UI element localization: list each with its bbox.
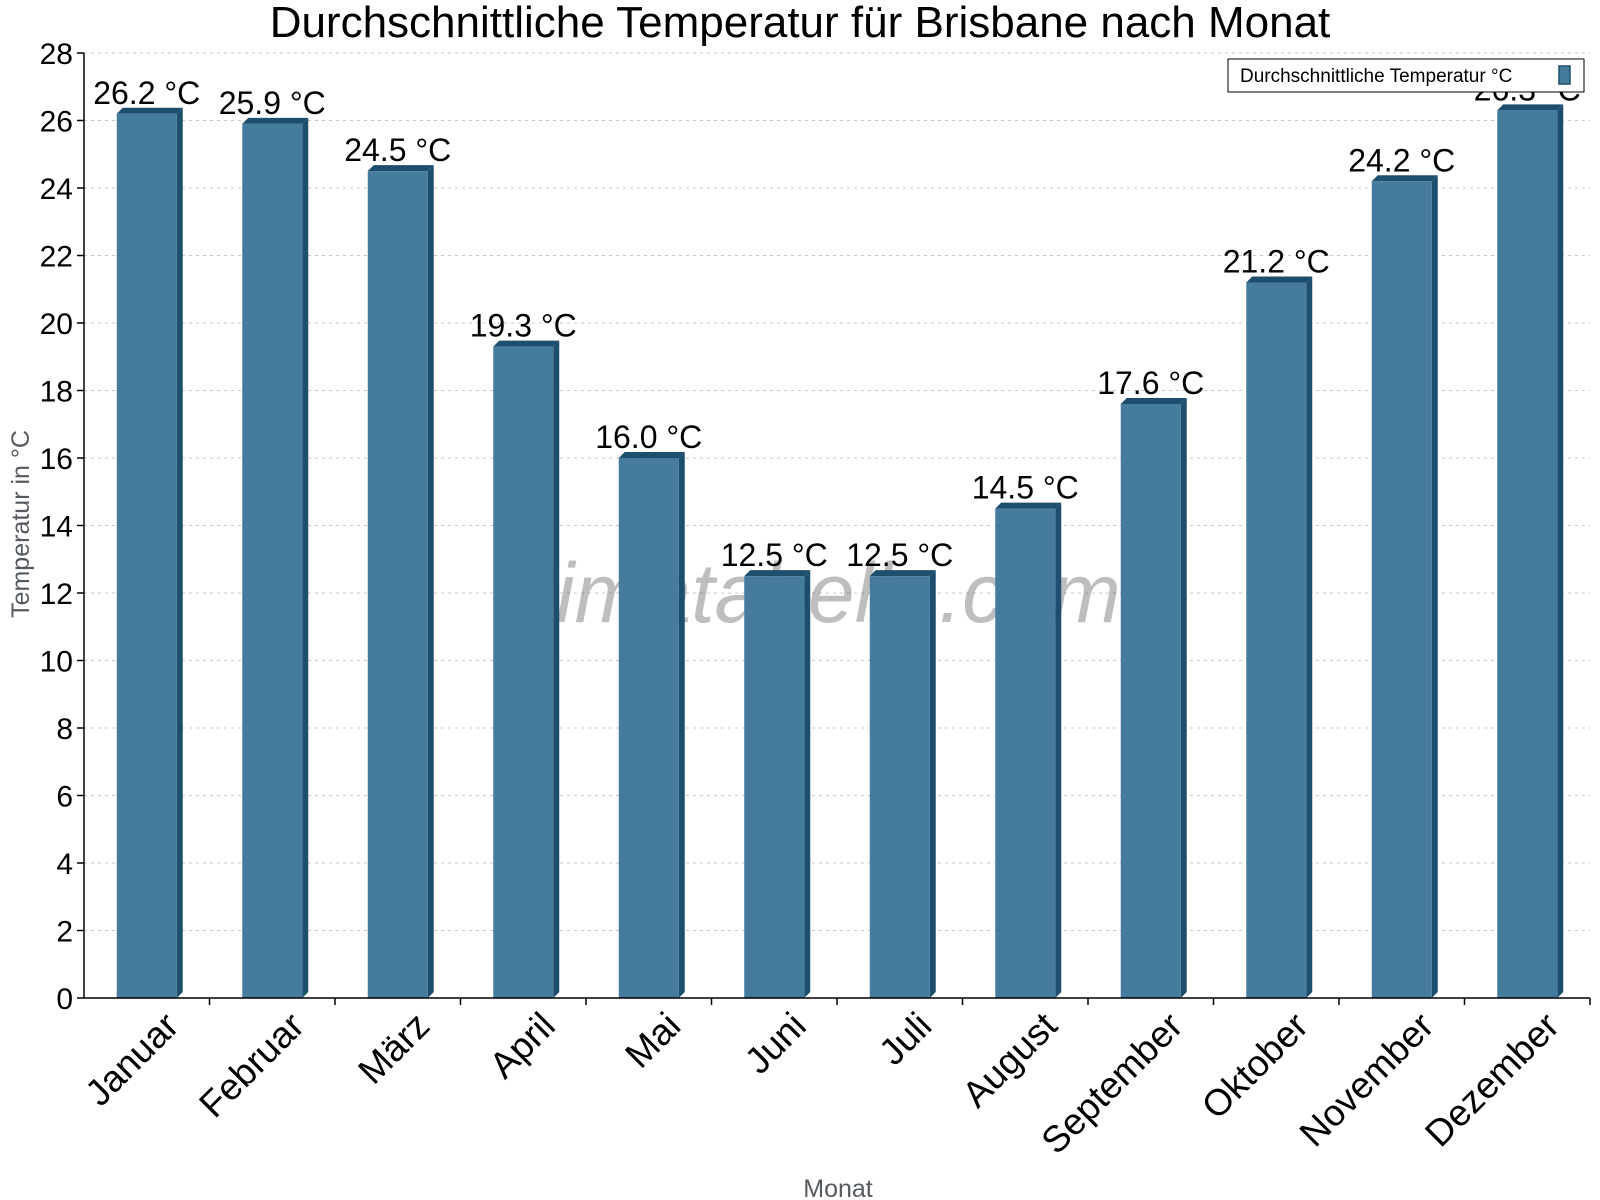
bars — [116, 104, 1564, 998]
y-tick-label: 12 — [40, 578, 73, 611]
bar-8 — [995, 502, 1062, 998]
bar-side-face — [1306, 276, 1313, 998]
bar-top-face — [995, 502, 1062, 509]
bar-side-face — [176, 107, 183, 998]
y-tick-label: 26 — [40, 106, 73, 139]
y-tick-label: 4 — [56, 848, 73, 881]
bar-1 — [116, 107, 183, 998]
x-ticks: Januar Februar März April Mai Juni Juli AugustS… — [77, 998, 1591, 1162]
x-tick-label: November — [1292, 1005, 1442, 1155]
bar-3 — [367, 165, 434, 998]
y-tick-label: 0 — [56, 983, 73, 1016]
bar-side-face — [427, 165, 434, 998]
x-tick-label: Februar — [191, 1005, 312, 1126]
x-tick-label: April — [482, 1005, 563, 1086]
grid-lines — [84, 52, 1590, 931]
bar-top-face — [618, 452, 685, 458]
x-axis-label: Monat — [803, 1175, 873, 1200]
data-label: 16.0 °C — [595, 419, 702, 455]
bar-top-face — [493, 340, 560, 347]
bar-side-face — [1180, 398, 1187, 998]
bar-front-face — [493, 346, 554, 998]
legend: Durchschnittliche Temperatur °C — [1227, 58, 1585, 93]
bar-top-face — [744, 570, 811, 577]
chart-title: Durchschnittliche Temperatur für Brisban… — [270, 0, 1331, 47]
y-tick-label: 28 — [40, 38, 73, 71]
y-tick-label: 24 — [40, 173, 73, 206]
data-label: 24.2 °C — [1348, 142, 1455, 178]
bar-front-face — [744, 576, 805, 998]
x-tick-label: Mai — [617, 1005, 688, 1076]
y-tick-label: 16 — [40, 443, 73, 476]
bar-top-face — [1371, 175, 1438, 182]
bar-front-face — [1120, 404, 1181, 998]
x-tick-label: Juni — [737, 1005, 814, 1082]
x-tick-label: Oktober — [1194, 1005, 1316, 1127]
y-axis-label: Temperatur in °C — [7, 430, 35, 618]
bar-10 — [1246, 276, 1313, 998]
x-tick-label: März — [350, 1005, 437, 1092]
bar-side-face — [1055, 502, 1062, 998]
data-label: 12.5 °C — [721, 537, 828, 573]
y-tick-label: 20 — [40, 308, 73, 341]
bar-top-face — [1120, 398, 1187, 404]
bar-top-face — [367, 165, 434, 172]
x-tick-label: Januar — [77, 1005, 186, 1114]
bar-12 — [1497, 104, 1564, 998]
bar-5 — [618, 452, 685, 998]
data-label: 19.3 °C — [470, 308, 577, 344]
y-tick-label: 14 — [40, 511, 73, 544]
bar-front-face — [116, 113, 177, 998]
bar-side-face — [553, 340, 560, 998]
bar-side-face — [302, 117, 309, 998]
bar-top-face — [116, 107, 183, 114]
data-label: 25.9 °C — [219, 85, 326, 121]
y-tick-label: 6 — [56, 781, 73, 814]
bar-front-face — [1497, 110, 1558, 998]
bar-side-face — [929, 570, 936, 998]
bar-side-face — [678, 452, 685, 998]
legend-swatch — [1558, 65, 1571, 85]
y-tick-label: 8 — [56, 713, 73, 746]
data-label: 21.2 °C — [1223, 244, 1330, 280]
bar-top-face — [869, 570, 936, 577]
bar-top-face — [1497, 104, 1564, 111]
bar-6 — [744, 570, 811, 998]
data-label: 24.5 °C — [344, 132, 451, 168]
bar-front-face — [242, 123, 303, 998]
bar-top-face — [242, 117, 309, 124]
x-tick-label: Dezember — [1417, 1005, 1567, 1155]
data-labels: 26.2 °C 25.9 °C 24.5 °C 19.3 °C 16.0 °C 12.5 … — [93, 71, 1581, 573]
bar-side-face — [1431, 175, 1438, 998]
legend-box — [1227, 58, 1585, 93]
bar-front-face — [995, 508, 1056, 998]
bar-7 — [869, 570, 936, 998]
y-tick-label: 2 — [56, 916, 73, 949]
bar-front-face — [869, 576, 930, 998]
legend-label: Durchschnittliche Temperatur °C — [1240, 66, 1512, 87]
bar-front-face — [618, 458, 679, 998]
y-tick-label: 22 — [40, 241, 73, 274]
data-label: 14.5 °C — [972, 470, 1079, 506]
bar-9 — [1120, 398, 1187, 998]
bar-2 — [242, 117, 309, 998]
bar-top-face — [1246, 276, 1313, 283]
bar-side-face — [804, 570, 811, 998]
bar-front-face — [1371, 181, 1432, 998]
x-tick-label: Juli — [871, 1005, 939, 1073]
y-tick-label: 18 — [40, 376, 73, 409]
bar-side-face — [1557, 104, 1564, 998]
bar-11 — [1371, 175, 1438, 998]
bar-4 — [493, 340, 560, 998]
data-label: 12.5 °C — [846, 537, 953, 573]
data-label: 17.6 °C — [1097, 365, 1204, 401]
x-tick-label: August — [954, 1004, 1065, 1115]
data-label: 26.2 °C — [93, 75, 200, 111]
bar-front-face — [367, 171, 428, 998]
y-tick-label: 10 — [40, 646, 73, 679]
bar-front-face — [1246, 282, 1307, 998]
